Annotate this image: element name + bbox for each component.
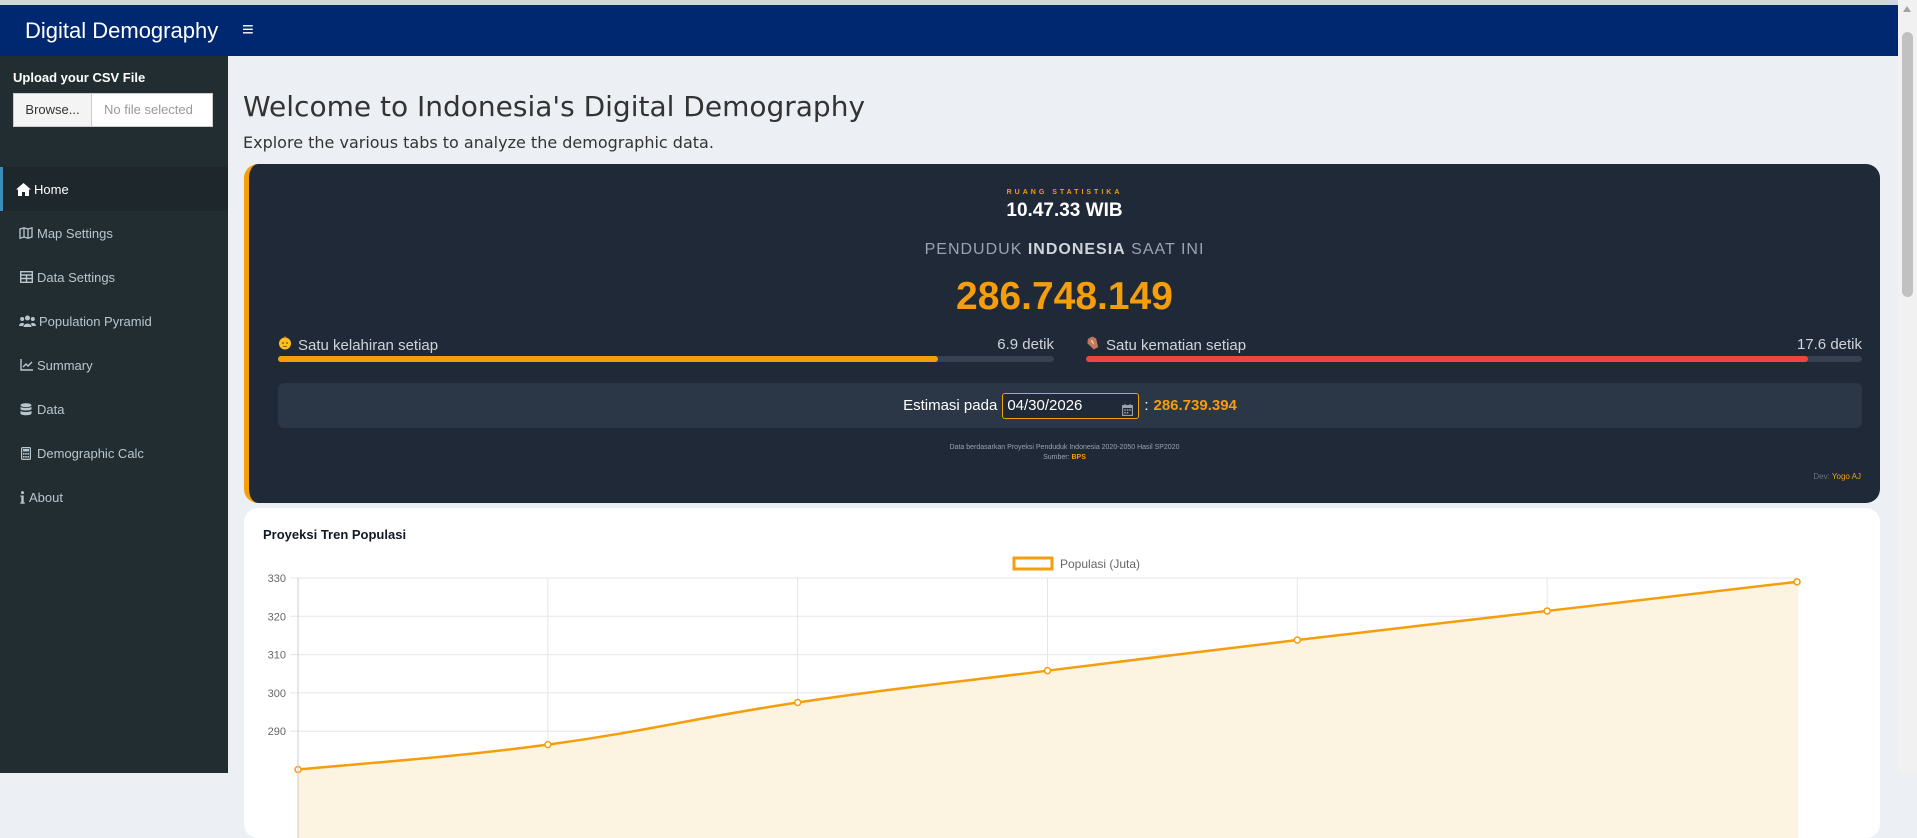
data-point xyxy=(544,740,552,749)
page-scrollbar[interactable] xyxy=(1898,0,1917,773)
data-point xyxy=(1293,636,1302,644)
legend-swatch xyxy=(1012,556,1054,571)
data-point xyxy=(1543,607,1551,615)
info-icon xyxy=(18,489,26,505)
sidebar-item-label: Data Settings xyxy=(37,269,116,285)
birth-rate-label: Satu kelahiran setiap xyxy=(298,336,439,354)
line-chart-icon xyxy=(18,357,34,373)
estimate-box: Estimasi pada 04/30/2026 : 286.739.394 xyxy=(278,383,1862,428)
top-navbar: Digital Demography ≡ xyxy=(0,5,1898,56)
population-clock-widget: RUANG STATISTIKA 10.47.33 WIB PENDUDUK I… xyxy=(244,164,1880,503)
data-source: Data berdasarkan Proyeksi Penduduk Indon… xyxy=(949,444,1180,461)
upload-label: Upload your CSV File xyxy=(13,70,146,85)
y-tick-label: 290 xyxy=(268,726,286,738)
browse-button[interactable]: Browse... xyxy=(13,93,92,127)
death-rate: Satu kematian setiap 17.6 detik xyxy=(1086,336,1862,366)
data-point xyxy=(793,698,802,707)
population-trend-chart: Proyeksi Tren Populasi Populasi (Juta) 33… xyxy=(244,508,1880,838)
y-tick-label: 310 xyxy=(268,650,286,662)
population-label: PENDUDUK INDONESIA SAAT INI xyxy=(924,241,1205,258)
sidebar-item-label: Population Pyramid xyxy=(39,313,152,329)
widget-brand: RUANG STATISTIKA xyxy=(1006,189,1123,196)
sidebar-item-label: Summary xyxy=(37,357,93,373)
birth-progress-fill xyxy=(278,356,938,362)
sidebar-item-summary[interactable]: Summary xyxy=(0,343,228,387)
sidebar-toggle-icon[interactable]: ≡ xyxy=(242,19,254,41)
death-rate-label: Satu kematian setiap xyxy=(1106,336,1247,354)
sidebar-item-label: Demographic Calc xyxy=(37,445,144,461)
sidebar-item-data-settings[interactable]: Data Settings xyxy=(0,255,228,299)
developer-credit: Dev: Yogo AJ xyxy=(1813,472,1861,481)
page-title: Welcome to Indonesia's Digital Demograph… xyxy=(243,90,866,123)
csv-file-input[interactable]: Browse... No file selected xyxy=(13,93,213,127)
death-progress-fill xyxy=(1086,356,1808,362)
page-subtitle: Explore the various tabs to analyze the … xyxy=(243,133,714,152)
estimate-value: 286.739.394 xyxy=(1153,397,1237,414)
chart-title: Proyeksi Tren Populasi xyxy=(263,527,407,542)
scroll-up-arrow-icon[interactable] xyxy=(1903,6,1911,12)
file-name-field[interactable]: No file selected xyxy=(92,93,213,127)
browser-top-strip xyxy=(0,0,1917,5)
estimate-label: Estimasi pada xyxy=(903,397,998,414)
data-point xyxy=(1043,666,1052,675)
birth-progress-track xyxy=(278,356,1054,362)
sidebar-item-map-settings[interactable]: Map Settings xyxy=(0,211,228,255)
birth-rate: Satu kelahiran setiap 6.9 detik xyxy=(278,336,1054,366)
y-tick-label: 320 xyxy=(268,611,286,623)
death-rate-value: 17.6 detik xyxy=(1796,336,1862,353)
y-tick-label: 330 xyxy=(268,573,286,585)
sidebar-item-about[interactable]: About xyxy=(0,475,228,519)
scrollbar-thumb[interactable] xyxy=(1902,32,1913,297)
coffin-icon xyxy=(1086,336,1100,354)
sidebar-item-population-pyramid[interactable]: Population Pyramid xyxy=(0,299,228,343)
estimate-date-input[interactable]: 04/30/2026 xyxy=(1002,392,1140,419)
calculator-icon xyxy=(18,445,34,461)
sidebar-item-label: Map Settings xyxy=(37,225,113,241)
clock-time: 10.47.33 WIB xyxy=(1006,200,1123,221)
sidebar: Upload your CSV File Browse... No file s… xyxy=(0,56,228,773)
trend-chart-svg: Populasi (Juta) 330 320 310 300 290 xyxy=(268,556,1801,838)
users-icon xyxy=(18,313,36,329)
sidebar-item-data[interactable]: Data xyxy=(0,387,228,431)
sidebar-item-home[interactable]: Home xyxy=(0,167,228,211)
data-point xyxy=(1793,578,1801,586)
map-icon xyxy=(18,225,34,241)
table-icon xyxy=(18,269,34,285)
app-title[interactable]: Digital Demography xyxy=(25,18,219,43)
home-icon xyxy=(15,181,31,197)
estimate-separator: : xyxy=(1144,397,1149,414)
sidebar-item-label: About xyxy=(29,489,63,505)
legend-label: Populasi (Juta) xyxy=(1060,557,1140,571)
y-tick-label: 300 xyxy=(268,688,286,700)
birth-rate-value: 6.9 detik xyxy=(997,336,1054,353)
sidebar-item-label: Data xyxy=(37,401,65,417)
baby-icon xyxy=(278,336,292,354)
death-progress-track xyxy=(1086,356,1862,362)
sidebar-item-label: Home xyxy=(34,181,69,197)
population-counter: 286.748.149 xyxy=(956,275,1173,318)
calendar-icon[interactable] xyxy=(1122,400,1134,424)
sidebar-item-demographic-calc[interactable]: Demographic Calc xyxy=(0,431,228,475)
sidebar-menu: Home Map Settings Data Settings Populati… xyxy=(0,167,228,519)
database-icon xyxy=(18,401,34,417)
